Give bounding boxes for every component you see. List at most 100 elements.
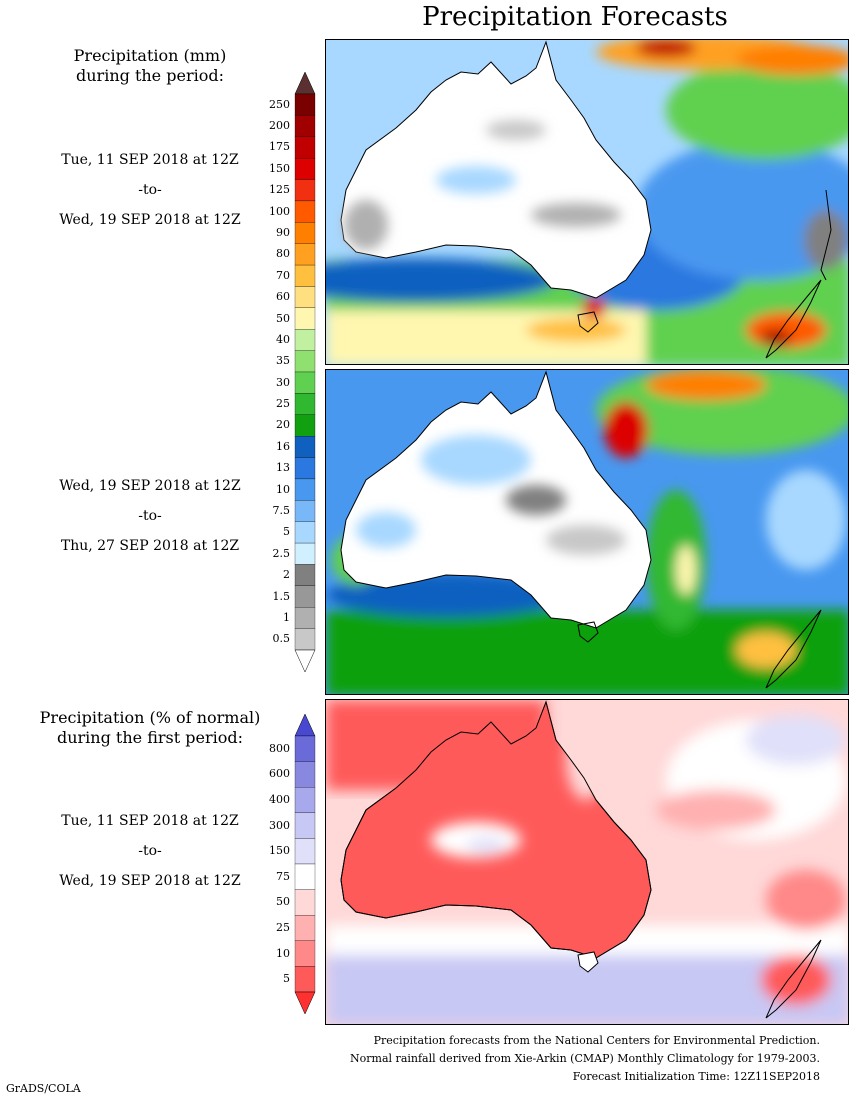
map-panel-percent-normal <box>325 699 849 1025</box>
colorbar-mm-swatch <box>294 307 316 330</box>
colorbar-mm-tick-label: 7.5 <box>272 504 291 517</box>
colorbar-mm-swatch <box>294 521 316 544</box>
colorbar-mm-swatch <box>294 93 316 116</box>
colorbar-mm-tick-label: 5 <box>283 525 290 539</box>
colorbar-mm-tick-label: 2.5 <box>272 546 291 560</box>
colorbar-pct-tick-label: 5 <box>283 972 290 986</box>
colorbar-pct-tick-label: 75 <box>276 869 290 883</box>
colorbar-mm-tick-label: 16 <box>276 439 290 453</box>
colorbar-mm-swatch <box>294 542 316 565</box>
colorbar-mm-tick-label: 30 <box>276 375 290 389</box>
percent-heading: Precipitation (% of normal) during the f… <box>20 708 280 748</box>
colorbar-mm-swatch <box>294 457 316 480</box>
colorbar-pct-tick-label: 50 <box>276 895 290 909</box>
colorbar-mm-tick-label: 35 <box>276 354 290 368</box>
percent-heading-line2: during the first period: <box>56 728 244 747</box>
period1-sep: -to- <box>138 182 162 198</box>
colorbar-mm-swatch <box>294 607 316 629</box>
map-panel-period2 <box>325 369 849 695</box>
amount-heading-line1: Precipitation (mm) <box>73 46 227 65</box>
colorbar-mm-tick-label: 200 <box>269 119 290 133</box>
colorbar-mm-tick-label: 10 <box>276 482 290 496</box>
colorbar-mm-swatch <box>294 136 316 159</box>
colorbar-pct-swatch <box>294 889 316 916</box>
colorbar-pct-top-arrow <box>294 713 316 737</box>
colorbar-mm-tick-label: 20 <box>276 418 290 432</box>
period2-sep: -to- <box>138 508 162 524</box>
footer-climatology: Normal rainfall derived from Xie-Arkin (… <box>350 1052 820 1065</box>
colorbar-mm-swatch <box>294 436 316 458</box>
colorbar-pct-tick-label: 400 <box>269 793 290 806</box>
colorbar-pct-swatch <box>294 787 316 813</box>
colorbar-mm-swatch <box>294 243 316 266</box>
colorbar-mm-tick-label: 90 <box>276 226 290 239</box>
colorbar-mm-tick-label: 70 <box>276 268 290 282</box>
colorbar-mm-tick-label: 25 <box>276 397 290 411</box>
colorbar-mm-tick-label: 125 <box>269 183 290 197</box>
colorbar-mm-tick-label: 175 <box>269 140 290 154</box>
colorbar-mm-top-arrow <box>294 71 316 95</box>
colorbar-pct-swatch <box>294 838 316 865</box>
colorbar-pct-swatch <box>294 940 316 967</box>
colorbar-pct-bottom-arrow <box>294 991 316 1015</box>
colorbar-mm: 250 200 175 150 125 100 90 80 70 60 50 40 35 30 25 20 16… <box>250 71 320 673</box>
period3-sep: -to- <box>138 843 162 859</box>
map-panel-period1 <box>325 39 849 365</box>
colorbar-mm-tick-label: 1 <box>283 610 290 624</box>
colorbar-mm-swatch <box>294 500 316 522</box>
colorbar-mm-swatch <box>294 564 316 586</box>
colorbar-mm-tick-label: 13 <box>276 461 290 475</box>
colorbar-pct-swatch <box>294 915 316 941</box>
colorbar-mm-tick-label: 1.5 <box>272 589 291 603</box>
colorbar-mm-tick-label: 2 <box>283 568 290 582</box>
colorbar-mm-swatch <box>294 222 316 244</box>
grads-credit: GrADS/COLA <box>6 1082 81 1095</box>
colorbar-mm-swatch <box>294 115 316 137</box>
colorbar-mm-tick-label: 0.5 <box>272 632 291 646</box>
colorbar-pct-tick-label: 800 <box>269 741 290 755</box>
colorbar-mm-swatch <box>294 371 316 394</box>
period3-end: Wed, 19 SEP 2018 at 12Z <box>59 873 241 889</box>
colorbar-pct-tick-label: 600 <box>269 767 290 781</box>
colorbar-mm-swatch <box>294 414 316 437</box>
colorbar-pct-swatch <box>294 812 316 839</box>
amount-heading-line2: during the period: <box>76 66 224 85</box>
amount-heading: Precipitation (mm) during the period: <box>20 46 280 86</box>
page-title: Precipitation Forecasts <box>422 2 728 32</box>
colorbar-mm-svg <box>294 71 316 673</box>
colorbar-pct-swatch <box>294 863 316 890</box>
period1-end: Wed, 19 SEP 2018 at 12Z <box>59 212 241 228</box>
colorbar-mm-swatch <box>294 478 316 501</box>
colorbar-mm-swatch <box>294 585 316 608</box>
footer-init-time: Forecast Initialization Time: 12Z11SEP20… <box>572 1070 820 1083</box>
precip-map-period1 <box>326 40 848 364</box>
percent-normal-map <box>326 700 848 1024</box>
colorbar-mm-swatch <box>294 329 316 351</box>
colorbar-mm-swatch <box>294 200 316 223</box>
period1-start: Tue, 11 SEP 2018 at 12Z <box>61 152 239 168</box>
colorbar-pct-tick-label: 300 <box>269 818 290 832</box>
colorbar-mm-tick-label: 80 <box>276 247 290 261</box>
colorbar-pct-tick-label: 25 <box>276 921 290 934</box>
colorbar-mm-swatch <box>294 393 316 415</box>
colorbar-mm-tick-label: 100 <box>269 204 290 218</box>
colorbar-mm-swatch <box>294 286 316 308</box>
colorbar-mm-tick-label: 250 <box>269 97 290 111</box>
period2-end: Thu, 27 SEP 2018 at 12Z <box>60 538 240 554</box>
colorbar-percent: 800 600 400 300 150 75 50 25 10 5 <box>250 713 320 1015</box>
colorbar-pct-svg <box>294 713 316 1015</box>
colorbar-mm-swatch <box>294 350 316 373</box>
precip-map-period2 <box>326 370 848 694</box>
colorbar-mm-swatch <box>294 179 316 202</box>
colorbar-pct-tick-label: 150 <box>269 844 290 858</box>
colorbar-mm-tick-label: 60 <box>276 290 290 304</box>
colorbar-mm-swatch <box>294 628 316 651</box>
colorbar-mm-bottom-arrow <box>294 649 316 673</box>
footer-source: Precipitation forecasts from the Nationa… <box>373 1034 820 1047</box>
colorbar-pct-swatch <box>294 735 316 762</box>
colorbar-mm-swatch <box>294 158 316 180</box>
period3-start: Tue, 11 SEP 2018 at 12Z <box>61 813 239 829</box>
period2-start: Wed, 19 SEP 2018 at 12Z <box>59 478 241 494</box>
percent-heading-line1: Precipitation (% of normal) <box>39 708 261 727</box>
colorbar-mm-tick-label: 150 <box>269 161 290 175</box>
